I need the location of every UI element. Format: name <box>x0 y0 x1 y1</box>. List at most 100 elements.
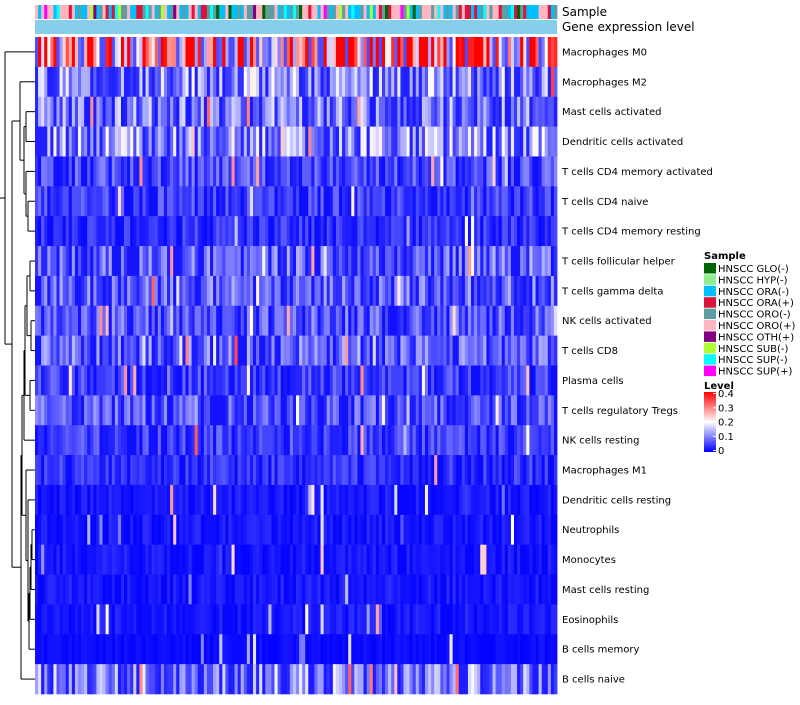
heatmap-cell <box>544 514 549 545</box>
heatmap-cell <box>170 305 174 336</box>
heatmap-cell <box>431 66 435 98</box>
sample-annotation-cell <box>292 5 297 19</box>
heatmap-cell <box>483 514 487 545</box>
heatmap-cell <box>197 335 202 366</box>
heatmap-cell <box>375 275 380 307</box>
heatmap-cell <box>274 335 278 366</box>
heatmap-cell <box>535 96 539 127</box>
heatmap-cell <box>332 604 337 635</box>
heatmap-cell <box>378 216 383 247</box>
heatmap-cell <box>93 335 97 366</box>
heatmap-cell <box>219 66 223 98</box>
heatmap-cell <box>139 96 143 127</box>
heatmap-cell <box>348 544 352 575</box>
heatmap-cell <box>84 37 88 68</box>
heatmap-cell <box>317 634 321 665</box>
sample-legend-title: Sample <box>704 251 746 262</box>
heatmap-cell <box>449 544 453 575</box>
heatmap-cell <box>360 365 364 396</box>
heatmap-cell <box>345 544 349 575</box>
heatmap-cell <box>326 544 331 575</box>
heatmap-cell <box>338 186 343 217</box>
heatmap-cell <box>182 574 186 605</box>
heatmap-cell <box>256 335 260 366</box>
heatmap-cell <box>194 484 199 516</box>
heatmap-cell <box>434 186 438 217</box>
heatmap-cell <box>68 634 73 665</box>
heatmap-cell <box>243 156 248 187</box>
heatmap-cell <box>326 425 331 456</box>
heatmap-cell <box>154 425 159 456</box>
heatmap-cell <box>84 664 88 695</box>
heatmap-cell <box>163 634 168 665</box>
heatmap-cell <box>302 455 306 486</box>
heatmap-cell <box>234 335 239 366</box>
heatmap-cell <box>415 96 420 127</box>
sample-annotation-cell <box>145 5 150 19</box>
heatmap-cell <box>504 664 509 695</box>
heatmap-cell <box>308 634 312 665</box>
heatmap-cell <box>348 216 352 247</box>
heatmap-cell <box>289 96 294 127</box>
heatmap-cell <box>170 126 174 157</box>
heatmap-cell <box>314 544 318 575</box>
heatmap-cell <box>520 514 524 545</box>
heatmap-cell <box>495 216 500 247</box>
heatmap-cell <box>510 365 515 396</box>
heatmap-cell <box>428 425 432 456</box>
heatmap-cell <box>335 216 340 247</box>
heatmap-cell <box>65 664 70 695</box>
heatmap-cell <box>483 37 487 68</box>
heatmap-cell <box>501 544 506 575</box>
heatmap-cell <box>243 365 248 396</box>
heatmap-cell <box>510 395 515 426</box>
heatmap-cell <box>372 246 377 277</box>
heatmap-cell <box>394 425 398 456</box>
heatmap-cell <box>102 275 107 307</box>
heatmap-cell <box>311 186 315 217</box>
heatmap-cell <box>348 126 352 157</box>
heatmap-cell <box>203 96 208 127</box>
heatmap-cell <box>219 275 223 307</box>
heatmap-cell <box>62 395 67 426</box>
heatmap-cell <box>471 664 475 695</box>
heatmap-cell <box>170 37 174 68</box>
heatmap-cell <box>93 365 97 396</box>
heatmap-cell <box>145 514 150 545</box>
heatmap-cell <box>136 574 140 605</box>
heatmap-cell <box>56 395 60 426</box>
heatmap-cell <box>385 275 389 307</box>
heatmap-cell <box>378 425 383 456</box>
heatmap-cell <box>526 305 530 336</box>
heatmap-cell <box>191 544 196 575</box>
heatmap-cell <box>265 66 269 98</box>
heatmap-cell <box>256 365 260 396</box>
heatmap-cell <box>191 126 196 157</box>
heatmap-cell <box>216 275 220 307</box>
heatmap-cell <box>458 484 463 516</box>
heatmap-cell <box>237 96 242 127</box>
heatmap-cell <box>240 634 245 665</box>
heatmap-cell <box>464 126 469 157</box>
heatmap-cell <box>84 425 88 456</box>
sample-annotation-cell <box>535 5 539 19</box>
gene-expression-annotation-bar <box>35 20 557 34</box>
heatmap-cell <box>259 425 263 456</box>
heatmap-cell <box>124 156 128 187</box>
heatmap-cell <box>388 37 392 68</box>
heatmap-cell <box>541 574 546 605</box>
heatmap-cell <box>271 305 275 336</box>
heatmap-cell <box>354 216 358 247</box>
heatmap-cell <box>323 514 328 545</box>
heatmap-cell <box>90 37 94 68</box>
heatmap-cell <box>151 126 156 157</box>
heatmap-cell <box>461 216 466 247</box>
heatmap-cell <box>366 275 371 307</box>
heatmap-cell <box>163 66 168 98</box>
heatmap-cell <box>311 484 315 516</box>
heatmap-cell <box>130 425 134 456</box>
heatmap-cell <box>268 484 272 516</box>
heatmap-cell <box>305 395 309 426</box>
heatmap-cell <box>96 96 100 127</box>
heatmap-cell <box>296 574 300 605</box>
